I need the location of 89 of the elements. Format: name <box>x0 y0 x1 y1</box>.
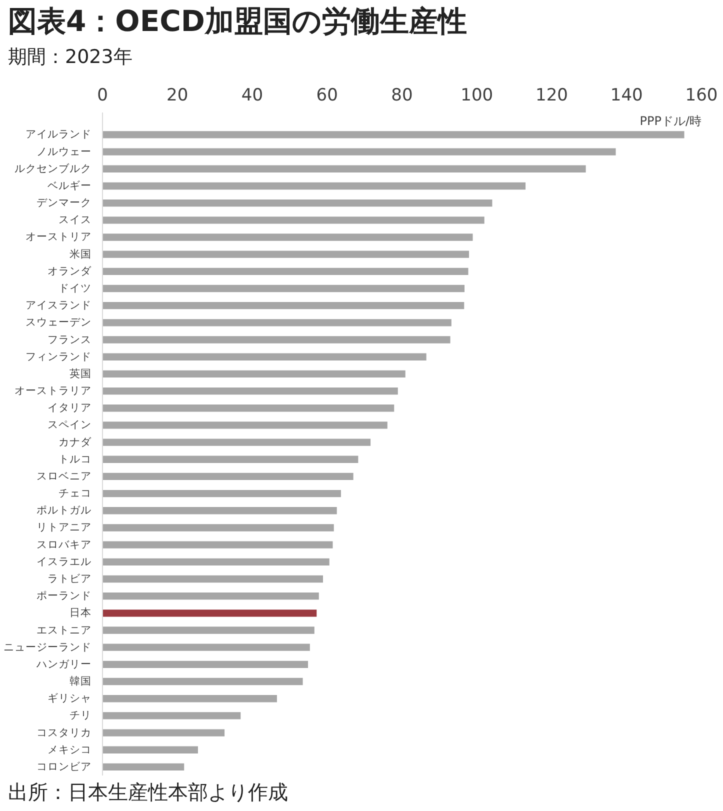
y-tick-label: アイスランド <box>26 300 92 312</box>
y-tick-label: コスタリカ <box>36 726 92 739</box>
y-tick-label: ギリシャ <box>48 692 92 705</box>
x-tick-label: 20 <box>166 86 188 106</box>
bar <box>102 131 684 138</box>
bar <box>102 370 406 378</box>
y-tick-label: エストニア <box>36 624 92 636</box>
y-tick-label: スロバキア <box>36 538 92 551</box>
y-tick-label: オーストラリア <box>14 385 92 398</box>
bar <box>102 626 314 634</box>
y-tick-label: 英国 <box>70 366 92 380</box>
chart-title: 図表4：OECD加盟国の労働生産性 <box>8 4 467 39</box>
y-tick-label: イタリア <box>48 402 92 414</box>
y-tick-label: チリ <box>70 710 92 722</box>
y-tick-label: ハンガリー <box>36 658 92 670</box>
bar <box>102 541 333 548</box>
chart-subtitle: 期間：2023年 <box>8 46 132 69</box>
y-tick-label: イスラエル <box>36 556 92 568</box>
bar <box>102 695 277 702</box>
y-tick-label: アイルランド <box>26 128 92 141</box>
x-tick-label: 0 <box>97 86 108 106</box>
bar <box>102 148 616 156</box>
x-tick-label: 160 <box>685 86 718 106</box>
x-tick-label: 80 <box>391 86 413 106</box>
y-tick-label: ラトビア <box>48 572 92 585</box>
y-tick-label: 韓国 <box>70 674 92 688</box>
y-tick-label: ポーランド <box>36 590 92 602</box>
bar <box>102 746 198 754</box>
y-tick-label: カナダ <box>58 436 92 448</box>
bar <box>102 610 317 617</box>
x-tick-label: 40 <box>241 86 264 106</box>
y-tick-label: ドイツ <box>58 282 92 295</box>
bar <box>102 387 398 395</box>
y-tick-label: 米国 <box>70 247 92 260</box>
bar <box>102 644 310 651</box>
bar <box>102 678 303 686</box>
y-tick-label: オランダ <box>48 265 92 278</box>
bar <box>102 234 473 241</box>
y-tick-label: リトアニア <box>36 522 92 534</box>
bar <box>102 472 354 480</box>
y-tick-label: スペイン <box>48 419 92 432</box>
bar <box>102 336 450 344</box>
y-tick-label: チェコ <box>58 488 92 500</box>
y-tick-label: フランス <box>48 334 92 346</box>
bar <box>102 763 184 771</box>
x-axis-title: PPPドル/時 <box>640 114 702 128</box>
y-tick-label: トルコ <box>58 453 92 466</box>
y-tick-label: ニュージーランド <box>4 641 92 654</box>
y-tick-label: メキシコ <box>48 744 92 756</box>
bar <box>102 575 324 583</box>
y-tick-label: ベルギー <box>48 180 92 192</box>
x-tick-label: 100 <box>460 86 494 106</box>
bar <box>102 729 225 736</box>
bar <box>102 438 371 446</box>
y-tick-label: スイス <box>58 214 92 226</box>
bar <box>102 284 465 292</box>
bar <box>102 422 388 429</box>
text: 出所：日本生産性本部より作成 <box>8 780 288 804</box>
x-tick-label: 120 <box>536 86 568 106</box>
bar <box>102 490 341 498</box>
bar <box>102 268 468 276</box>
bar <box>102 712 241 720</box>
y-tick-label: スウェーデン <box>26 316 92 329</box>
bar <box>102 404 394 412</box>
y-tick-label: ポルトガル <box>36 504 92 517</box>
bar <box>102 660 308 668</box>
y-tick-label: コロンビア <box>36 760 92 773</box>
bar <box>102 592 319 600</box>
bar <box>102 250 470 258</box>
x-tick-label: 60 <box>316 86 338 106</box>
x-tick-label: 140 <box>610 86 643 106</box>
y-tick-label: デンマーク <box>36 197 92 210</box>
bar <box>102 558 330 566</box>
bar <box>102 199 492 207</box>
bar <box>102 507 337 514</box>
y-tick-label: スロベニア <box>36 470 92 482</box>
bar <box>102 319 452 326</box>
bar <box>102 353 426 360</box>
bar <box>102 456 358 463</box>
y-tick-label: オーストリア <box>26 231 92 244</box>
bar <box>102 182 526 190</box>
y-tick-label: フィンランド <box>26 350 92 363</box>
bar <box>102 165 586 172</box>
bar <box>102 524 334 532</box>
y-tick-label: ルクセンブルク <box>14 162 92 175</box>
y-tick-label: 日本 <box>70 606 92 620</box>
bar <box>102 216 484 224</box>
bar <box>102 302 464 310</box>
y-tick-label: ノルウェー <box>36 146 92 158</box>
